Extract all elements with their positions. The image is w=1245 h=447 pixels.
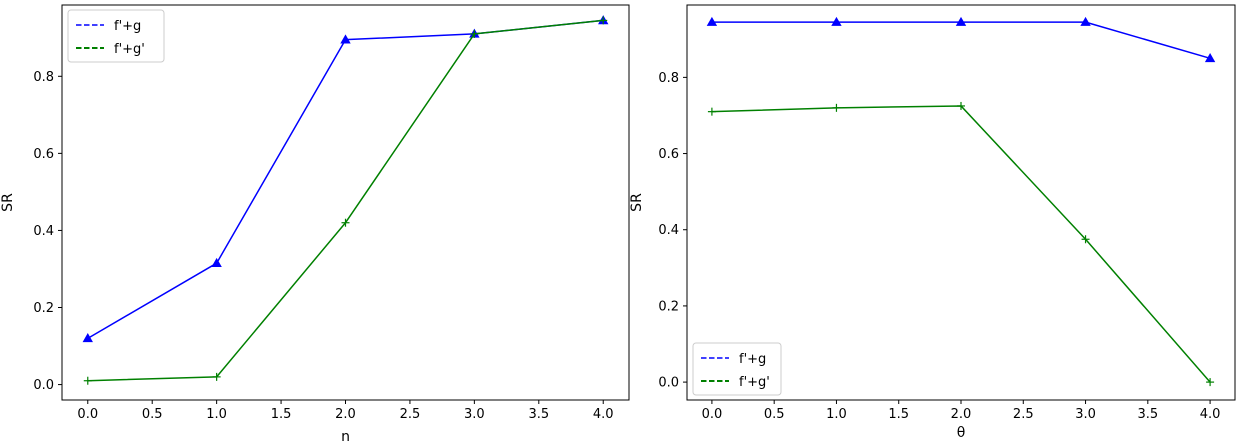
axes-frame [61, 4, 630, 401]
data-point-plus [957, 101, 965, 110]
x-tick-label: 3.5 [528, 407, 549, 422]
data-point-plus [599, 16, 608, 25]
series-line [711, 105, 1211, 383]
y-tick-label: 0.2 [658, 299, 679, 314]
legend-entry: f'+g' [701, 375, 770, 390]
legend-label: f'+g' [114, 42, 145, 57]
x-tick-label: 0.0 [702, 407, 723, 422]
x-tick-label: 1.0 [826, 407, 847, 422]
x-tick-label: 3.5 [1137, 407, 1158, 422]
series-fgprime [83, 16, 608, 385]
data-point-plus [832, 103, 841, 112]
series-fg [82, 15, 609, 343]
series-fgprime [707, 101, 1215, 387]
x-tick-label: 2.0 [951, 407, 972, 422]
x-axis-label: n [341, 429, 350, 445]
data-point-triangle [82, 333, 93, 343]
y-tick-label: 0.0 [658, 376, 679, 391]
y-tick-label: 0.4 [658, 223, 679, 238]
y-tick-label: 0.8 [33, 70, 54, 85]
legend-entry: f'+g' [76, 42, 145, 57]
data-point-triangle [1204, 53, 1216, 63]
x-tick-label: 3.0 [1075, 407, 1096, 422]
x-tick-label: 1.0 [206, 407, 227, 422]
x-tick-label: 0.0 [77, 407, 98, 422]
legend-label: f'+g [114, 19, 141, 34]
data-point-plus [341, 218, 350, 227]
x-tick-label: 0.5 [142, 407, 163, 422]
x-tick-label: 4.0 [593, 407, 614, 422]
x-tick-label: 2.0 [335, 407, 356, 422]
data-point-triangle [211, 257, 222, 267]
data-point-plus [470, 29, 479, 38]
data-point-triangle [831, 16, 842, 26]
x-tick-label: 2.5 [400, 407, 421, 422]
plot-theta: 0.0 0.5 1.0 1.5 2.0 2.5 3.0 3.5 4.0 0.0 0.2 0.4 0.6 0… [629, 4, 1236, 441]
data-point-plus [83, 376, 92, 385]
plot-n: 0.0 0.5 1.0 1.5 2.0 2.5 3.0 3.5 4.0 0.0 0.2 0.4 0.6 0… [0, 4, 630, 445]
legend: f'+g f'+g' [67, 9, 165, 63]
x-tick-label: 2.5 [1013, 407, 1034, 422]
series-line [87, 19, 604, 382]
data-point-triangle [955, 16, 967, 26]
x-tick-label: 0.5 [764, 407, 785, 422]
data-point-plus [707, 107, 716, 116]
legend-entry: f'+g [701, 352, 766, 367]
legend-label: f'+g' [739, 375, 770, 390]
x-tick-label: 4.0 [1200, 407, 1221, 422]
data-point-triangle [340, 34, 351, 44]
data-point-plus [1206, 378, 1215, 387]
legend: f'+g f'+g' [692, 342, 782, 396]
y-axis-label: SR [0, 193, 16, 212]
data-point-plus [1081, 235, 1090, 244]
data-point-plus [212, 372, 221, 381]
x-tick-label: 3.0 [464, 407, 485, 422]
legend-box [692, 342, 782, 396]
x-tick-label: 1.5 [888, 407, 909, 422]
y-tick-label: 0.0 [33, 378, 54, 393]
y-tick-label: 0.6 [658, 147, 679, 162]
legend-label: f'+g [739, 352, 766, 367]
x-tick-label: 1.5 [271, 407, 292, 422]
y-axis-label: SR [629, 193, 645, 212]
series-line [711, 21, 1211, 60]
data-point-triangle [706, 16, 718, 26]
series-line [87, 19, 604, 339]
series-fg [706, 16, 1216, 63]
y-tick-label: 0.4 [33, 224, 54, 239]
y-tick-label: 0.6 [33, 147, 54, 162]
data-point-triangle [1080, 16, 1091, 26]
axes-frame [686, 4, 1236, 401]
y-tick-label: 0.8 [658, 71, 679, 86]
legend-entry: f'+g [76, 19, 141, 34]
x-axis-label: θ [957, 425, 966, 441]
y-tick-label: 0.2 [33, 301, 54, 316]
